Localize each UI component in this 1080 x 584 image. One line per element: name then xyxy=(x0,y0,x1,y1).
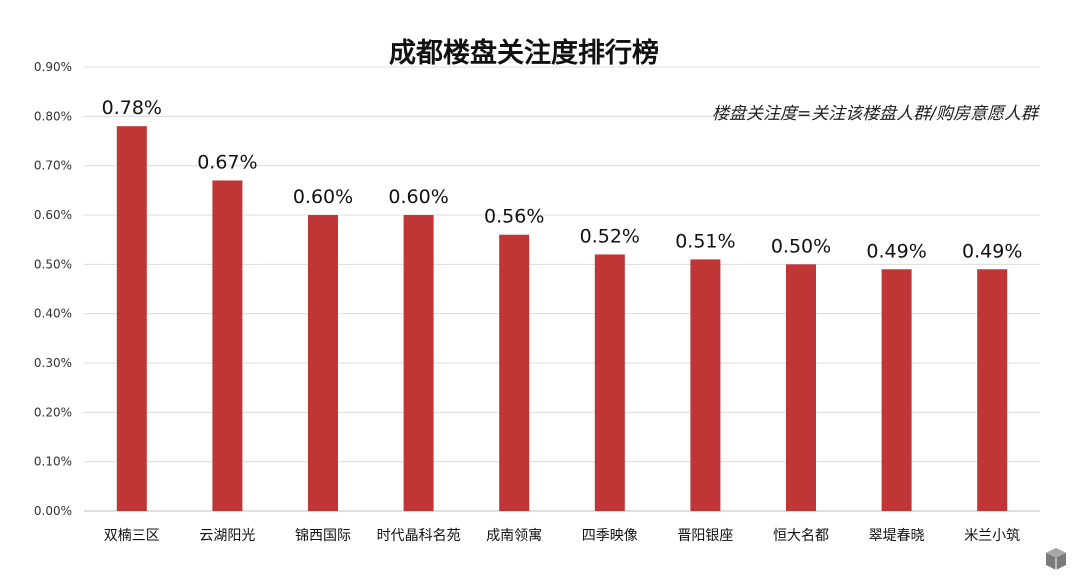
chart-annotation: 楼盘关注度=关注该楼盘人群/购房意愿人群 xyxy=(712,104,1041,124)
y-axis-ticks: 0.00% 0.10% 0.20% 0.30% 0.40% 0.50% 0.60% 0.70%… xyxy=(34,60,72,518)
bar xyxy=(403,215,434,511)
data-label: 0.78% xyxy=(102,97,162,119)
y-tick-label: 0.90% xyxy=(34,60,72,74)
y-tick-label: 0.30% xyxy=(34,356,72,370)
x-tick-label: 米兰小筑 xyxy=(964,528,1020,544)
data-label: 0.60% xyxy=(293,186,353,208)
chart-title: 成都楼盘关注度排行榜 xyxy=(389,37,659,69)
x-tick-label: 翠堤春晓 xyxy=(869,528,925,544)
data-label: 0.56% xyxy=(484,206,544,228)
y-tick-label: 0.80% xyxy=(34,109,72,123)
x-tick-label: 四季映像 xyxy=(582,528,638,544)
x-tick-label: 双楠三区 xyxy=(104,528,160,544)
y-tick-label: 0.40% xyxy=(34,307,72,321)
gridlines xyxy=(84,66,1040,512)
y-tick-label: 0.70% xyxy=(34,159,72,173)
bar xyxy=(881,269,912,511)
data-label: 0.52% xyxy=(580,225,640,247)
bar xyxy=(116,126,147,511)
bar xyxy=(786,264,816,511)
x-tick-label: 云湖阳光 xyxy=(199,528,255,544)
y-tick-label: 0.50% xyxy=(34,257,72,271)
watermark-logo-icon xyxy=(1046,548,1066,570)
y-tick-label: 0.20% xyxy=(34,405,72,419)
bar xyxy=(690,259,721,511)
y-tick-label: 0.00% xyxy=(34,504,72,518)
x-tick-label: 时代晶科名苑 xyxy=(377,528,461,544)
bar xyxy=(308,215,338,511)
data-label: 0.49% xyxy=(962,240,1022,262)
data-label: 0.49% xyxy=(866,240,926,262)
bar xyxy=(212,180,243,511)
bar xyxy=(594,254,625,511)
data-label: 0.51% xyxy=(675,230,735,252)
y-tick-label: 0.60% xyxy=(34,208,72,222)
data-label: 0.67% xyxy=(197,151,257,173)
y-tick-label: 0.10% xyxy=(34,455,72,469)
x-tick-label: 晋阳银座 xyxy=(677,528,733,544)
bars xyxy=(116,126,1008,511)
data-labels: 0.78% 0.67% 0.60% 0.60% 0.56% 0.52% 0.51% 0.50%… xyxy=(102,97,1023,262)
data-label: 0.50% xyxy=(771,235,831,257)
x-tick-label: 成南领寓 xyxy=(486,527,542,544)
x-axis-ticks: 双楠三区 云湖阳光 锦西国际 时代晶科名苑 成南领寓 四季映像 晋阳银座 恒大名都 翠堤春晓 米兰… xyxy=(104,527,1020,544)
x-tick-label: 锦西国际 xyxy=(295,527,351,544)
x-tick-label: 恒大名都 xyxy=(773,528,829,544)
data-label: 0.60% xyxy=(388,186,448,208)
bar xyxy=(499,234,530,511)
bar xyxy=(977,269,1008,511)
